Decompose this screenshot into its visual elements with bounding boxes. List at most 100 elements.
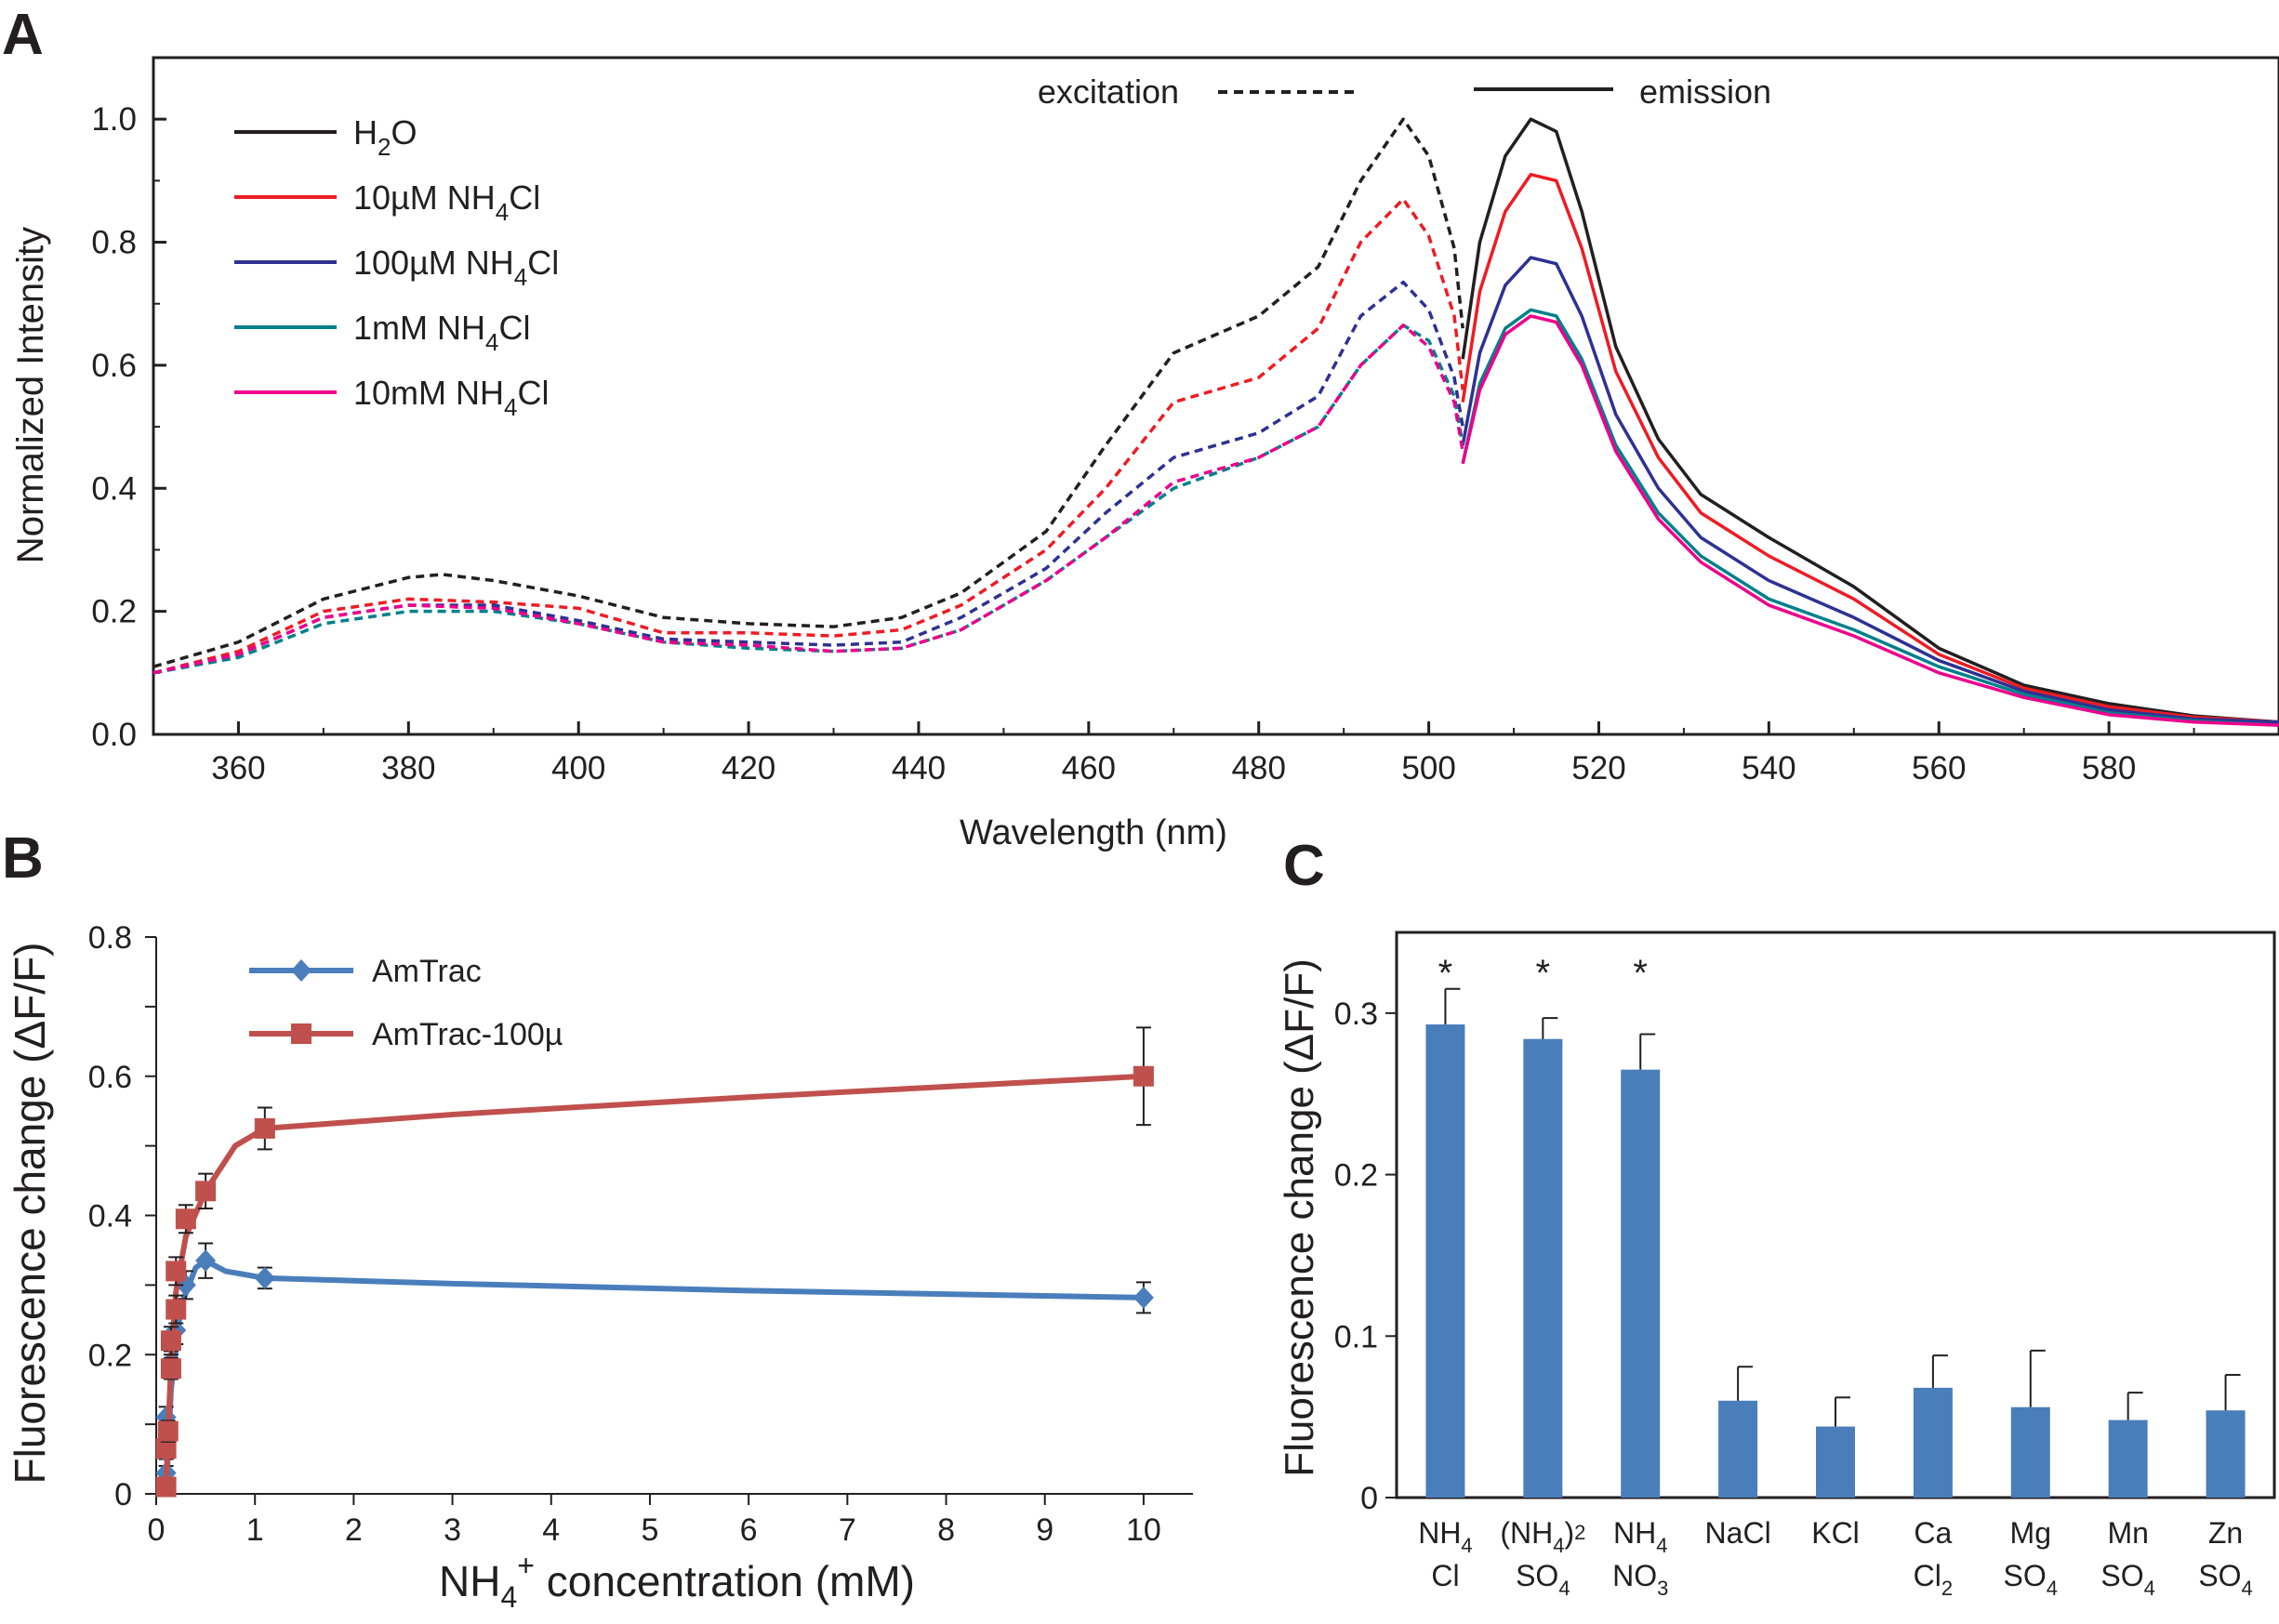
panel-a-series — [152, 117, 2279, 727]
bar-4 — [1816, 1426, 1855, 1498]
panel-b-x-axis-label: NH4+ concentration (mM) — [439, 1549, 915, 1614]
y-tick-label: 0.2 — [88, 1338, 132, 1373]
legend-label-main: 1mM NH — [353, 309, 485, 347]
panel-c-bars: * * * — [1425, 953, 2246, 1498]
category-label: NaCl — [1705, 1516, 1771, 1550]
category-label-line1: Mg — [2010, 1516, 2051, 1550]
category-label-line1: (NH — [1500, 1516, 1553, 1550]
legend-label-rest: Cl — [498, 309, 530, 347]
subscript: 4 — [485, 328, 498, 356]
x-tick-label: 420 — [722, 750, 775, 786]
subscript: 4 — [1656, 1534, 1667, 1557]
panel-b-series — [155, 1026, 1154, 1498]
y-tick-label: 0.2 — [91, 594, 137, 630]
subscript: 4 — [1558, 1577, 1570, 1600]
panel-c-label: C — [1283, 834, 1325, 898]
bar-8 — [2206, 1410, 2246, 1498]
x-tick-label: 0 — [148, 1512, 166, 1548]
x-tick-label: 7 — [839, 1512, 856, 1548]
category-label: SO4 — [2198, 1559, 2252, 1600]
category-label-line2: Cl — [1914, 1559, 1941, 1592]
y-tick-label: 0.3 — [1334, 997, 1378, 1032]
category-label-line1: Ca — [1914, 1516, 1952, 1550]
excitation-line-series-0 — [152, 117, 1464, 668]
excitation-line-series-4 — [152, 323, 1464, 675]
legend-emission-label: emission — [1639, 73, 1771, 111]
legend-label-main: 100µM NH — [353, 244, 514, 282]
x-tick-label: 560 — [1912, 750, 1966, 786]
legend-label-main: 10µM NH — [353, 178, 496, 217]
category-label: Cl2 — [1914, 1559, 1953, 1600]
subscript: 2 — [1574, 1521, 1585, 1544]
legend-label-series-0: AmTrac — [372, 954, 482, 989]
category-label-rest: ) — [1564, 1516, 1574, 1550]
x-tick-label: 440 — [892, 750, 946, 786]
subscript: 4 — [496, 198, 509, 226]
y-tick-label: 0 — [114, 1477, 132, 1512]
category-label-line2: NO — [1612, 1559, 1657, 1592]
category-label-line2: SO — [1516, 1559, 1558, 1592]
category-label: NO3 — [1612, 1559, 1668, 1600]
legend-label-series-1: 10µM NH4Cl — [353, 178, 540, 226]
data-point-series-0 — [1133, 1286, 1154, 1309]
x-tick-label: 10 — [1126, 1512, 1161, 1548]
emission-line-series-2 — [1461, 256, 2279, 724]
panel-b-y-axis-label: Fluorescence change (ΔF/F) — [6, 943, 54, 1485]
x-tick-label: 480 — [1232, 750, 1286, 786]
bar-1 — [1523, 1038, 1563, 1498]
data-point-series-1 — [1133, 1065, 1154, 1087]
subscript: 4 — [2144, 1577, 2155, 1600]
panel-b-legend: AmTrac AmTrac-100µ — [249, 954, 563, 1052]
y-tick-label: 0.1 — [1334, 1319, 1378, 1354]
significance-marker: * — [1438, 953, 1453, 994]
subscript: 2 — [1941, 1577, 1953, 1600]
bar-7 — [2108, 1419, 2148, 1498]
x-tick-label: 5 — [641, 1512, 658, 1548]
y-tick-label: 0.0 — [91, 717, 137, 753]
category-label-line2: Cl — [1431, 1559, 1459, 1592]
x-tick-label: 9 — [1036, 1512, 1053, 1548]
excitation-line-series-3 — [152, 323, 1464, 675]
category-label-line1: Zn — [2208, 1516, 2243, 1550]
x-tick-label: 2 — [345, 1512, 363, 1548]
category-label-line1: Mn — [2107, 1516, 2148, 1550]
category-label: SO4 — [1516, 1559, 1570, 1600]
x-tick-label: 4 — [542, 1512, 560, 1548]
subscript: 4 — [1461, 1534, 1472, 1557]
excitation-line-series-1 — [152, 197, 1464, 675]
category-label-line2: SO — [2198, 1559, 2241, 1592]
bar-0 — [1425, 1024, 1465, 1498]
curve-series-0 — [163, 1258, 1144, 1495]
panel-a: A 360 380 400 420 440 460 480 500 520 540 560 580 0.… — [2, 3, 2279, 852]
panel-a-x-axis-label: Wavelength (nm) — [960, 813, 1227, 852]
bar-3 — [1718, 1400, 1758, 1498]
data-point-series-1 — [160, 1330, 181, 1352]
data-point-series-1 — [195, 1181, 217, 1202]
panel-c: C 00.10.20.3 * * * NH4Cl(NH4)2SO4NH4NO3NaC… — [1277, 834, 2276, 1600]
legend-marker-series-1 — [291, 1023, 311, 1044]
legend-marker-series-0 — [291, 959, 311, 982]
panel-a-plot-frame — [152, 56, 2279, 736]
y-tick-label: 0.2 — [1334, 1158, 1378, 1194]
data-point-series-0 — [254, 1266, 275, 1289]
y-tick-label: 0.6 — [88, 1060, 132, 1095]
category-label-line1: NH — [1613, 1516, 1656, 1550]
subscript: 2 — [378, 133, 391, 161]
x-tick-label: 8 — [937, 1512, 955, 1548]
y-tick-label: 1.0 — [91, 101, 137, 138]
emission-line-series-1 — [1461, 172, 2279, 724]
category-label-line1: NH — [1418, 1516, 1461, 1550]
legend-label-rest: Cl — [509, 178, 540, 217]
subscript: 4 — [1553, 1534, 1564, 1557]
x-tick-label: 540 — [1742, 750, 1795, 786]
x-tick-label: 400 — [551, 750, 605, 786]
x-tick-label: 6 — [740, 1512, 758, 1548]
category-label-line1: NaCl — [1705, 1516, 1771, 1550]
significance-marker: * — [1633, 953, 1648, 994]
legend-label-rest: Cl — [527, 244, 559, 282]
data-point-series-1 — [155, 1476, 177, 1498]
emission-line-series-0 — [1461, 117, 2279, 724]
legend-label-rest: Cl — [518, 374, 550, 412]
